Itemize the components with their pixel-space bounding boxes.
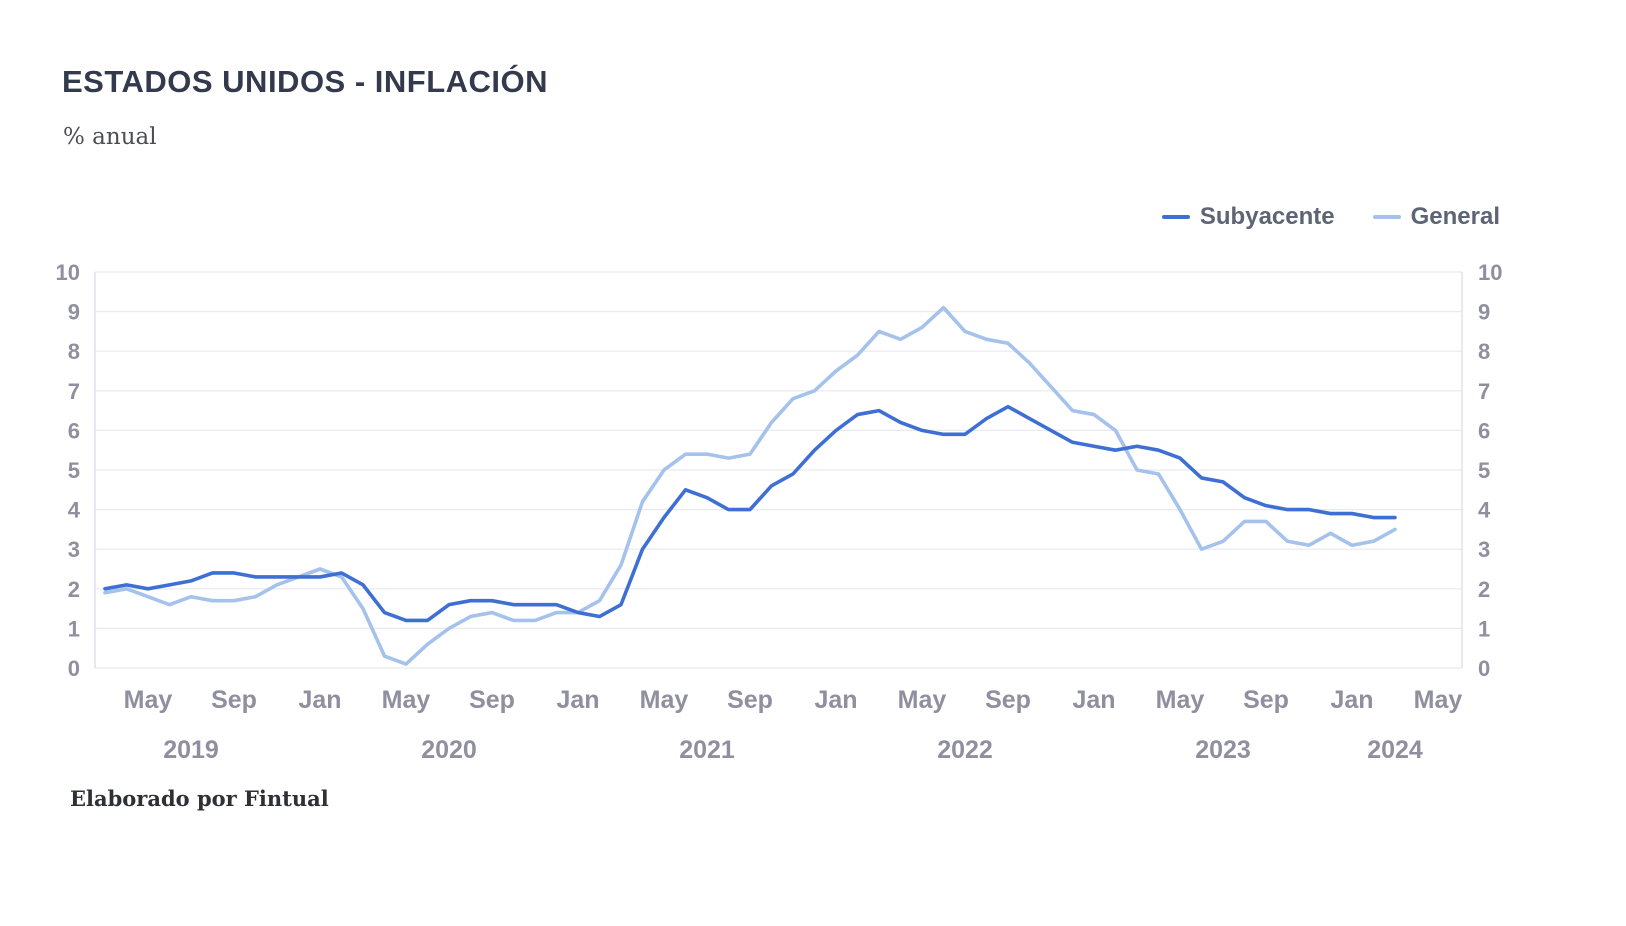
x-axis-year-label: 2022 <box>937 736 993 764</box>
series-line-subyacente <box>103 404 1397 623</box>
y-axis-label-left: 4 <box>68 498 81 523</box>
x-axis-month-label: Jan <box>814 686 857 714</box>
x-axis-month-label: Sep <box>985 686 1031 714</box>
x-axis-year-label: 2020 <box>421 736 477 764</box>
y-axis-label-left: 8 <box>68 339 80 364</box>
x-axis-month-label: Sep <box>469 686 515 714</box>
x-axis-month-label: May <box>1414 686 1463 714</box>
x-axis-month-label: Sep <box>1243 686 1289 714</box>
general-line-swatch-icon <box>1372 215 1401 219</box>
y-axis-label-right: 10 <box>1478 260 1502 285</box>
x-axis-year-label: 2024 <box>1367 736 1423 764</box>
y-axis-label-left: 3 <box>68 537 80 562</box>
y-axis-label-right: 9 <box>1478 300 1490 325</box>
y-axis-label-left: 10 <box>56 260 80 285</box>
y-axis-label-right: 1 <box>1478 616 1490 641</box>
x-axis-month-label: May <box>124 686 173 714</box>
y-axis-label-left: 1 <box>68 616 80 641</box>
chart-subtitle: % anual <box>63 124 157 150</box>
x-axis-month-label: May <box>898 686 947 714</box>
y-axis-label-left: 7 <box>68 379 80 404</box>
x-axis-year-label: 2019 <box>163 736 219 764</box>
y-axis-label-left: 2 <box>68 577 80 602</box>
x-axis-month-label: Jan <box>1072 686 1115 714</box>
y-axis-label-right: 3 <box>1478 537 1490 562</box>
chart-legend: Subyacente General <box>1161 203 1500 231</box>
x-axis-year-label: 2023 <box>1195 736 1251 764</box>
legend-item-general: General <box>1372 203 1500 231</box>
x-axis-month-label: Jan <box>1330 686 1373 714</box>
subyacente-line-swatch-icon <box>1161 215 1190 219</box>
x-axis-year-label: 2021 <box>679 736 735 764</box>
page-title: ESTADOS UNIDOS - INFLACIÓN <box>62 64 549 99</box>
legend-label-subyacente: Subyacente <box>1199 203 1335 230</box>
series-line-general <box>103 305 1397 666</box>
y-axis-label-right: 4 <box>1478 498 1491 523</box>
y-axis-label-right: 0 <box>1478 656 1490 681</box>
legend-item-subyacente: Subyacente <box>1161 203 1335 231</box>
legend-label-general: General <box>1410 203 1500 230</box>
y-axis-label-right: 6 <box>1478 418 1490 443</box>
y-axis-label-right: 8 <box>1478 339 1490 364</box>
y-axis-label-left: 0 <box>68 656 80 681</box>
x-axis-month-label: Sep <box>727 686 773 714</box>
x-axis-month-label: Jan <box>556 686 599 714</box>
x-axis-month-label: Jan <box>298 686 341 714</box>
x-axis-month-label: May <box>640 686 689 714</box>
x-axis-month-label: Sep <box>211 686 257 714</box>
inflation-chart: 0 0 1 1 2 2 3 3 4 4 5 5 6 6 7 7 8 8 9 9 10 10 May Sep Jan May Sep J… <box>56 260 1503 764</box>
y-axis-label-right: 5 <box>1478 458 1490 483</box>
y-axis-label-left: 5 <box>68 458 80 483</box>
x-axis-month-label: May <box>382 686 431 714</box>
x-axis-month-label: May <box>1156 686 1205 714</box>
y-axis-label-left: 6 <box>68 418 80 443</box>
y-axis-label-left: 9 <box>68 300 80 325</box>
y-axis-label-right: 2 <box>1478 577 1490 602</box>
credit-text: Elaborado por Fintual <box>70 786 329 811</box>
y-axis-label-right: 7 <box>1478 379 1490 404</box>
